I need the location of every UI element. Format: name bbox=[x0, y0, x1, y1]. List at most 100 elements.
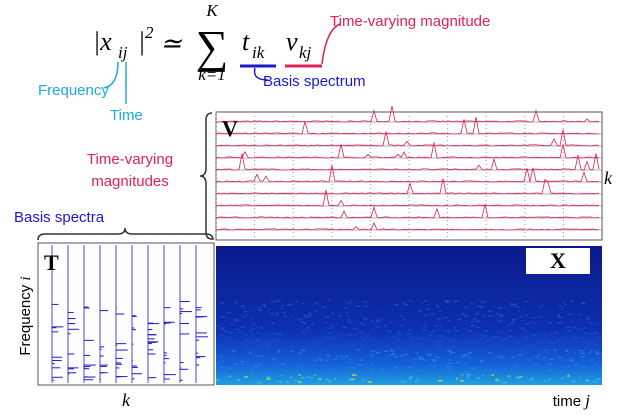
x-cell bbox=[573, 335, 576, 337]
x-cell bbox=[421, 328, 427, 331]
x-cell bbox=[572, 360, 574, 363]
x-cell bbox=[280, 374, 283, 377]
x-cell bbox=[534, 348, 538, 350]
x-cell bbox=[448, 348, 454, 351]
x-cell bbox=[351, 343, 355, 346]
x-cell bbox=[257, 354, 260, 357]
x-cell bbox=[386, 356, 388, 359]
x-cell bbox=[333, 343, 336, 346]
x-cell bbox=[319, 359, 322, 361]
x-cell bbox=[511, 318, 517, 321]
x-cell bbox=[436, 305, 440, 308]
x-cell bbox=[396, 346, 400, 349]
x-cell bbox=[517, 372, 520, 374]
x-cell bbox=[515, 339, 518, 341]
x-cell bbox=[588, 351, 591, 354]
x-cell bbox=[370, 363, 373, 365]
x-cell bbox=[280, 308, 283, 310]
annotation: Time bbox=[110, 107, 143, 124]
x-cell bbox=[481, 374, 485, 377]
x-cell bbox=[465, 372, 470, 374]
x-cell bbox=[297, 365, 301, 367]
x-cell bbox=[502, 355, 504, 357]
x-cell bbox=[480, 338, 482, 340]
x-cell bbox=[389, 348, 394, 350]
x-cell bbox=[427, 353, 432, 355]
x-cell bbox=[391, 309, 394, 311]
pointer-i bbox=[103, 61, 119, 89]
x-cell bbox=[315, 342, 317, 344]
x-cell bbox=[300, 325, 303, 327]
x-cell bbox=[557, 340, 560, 342]
x-cell bbox=[268, 369, 271, 371]
x-cell bbox=[373, 370, 376, 373]
x-cell bbox=[518, 347, 520, 349]
x-cell bbox=[510, 322, 515, 324]
x-cell bbox=[240, 326, 245, 329]
x-cell bbox=[233, 350, 236, 353]
x-cell bbox=[445, 364, 449, 367]
x-cell bbox=[549, 311, 552, 313]
x-cell bbox=[400, 380, 406, 383]
x-cell bbox=[497, 344, 501, 346]
x-cell bbox=[371, 338, 376, 341]
x-cell bbox=[486, 340, 489, 342]
formula-t: t bbox=[242, 27, 250, 56]
x-cell bbox=[262, 304, 267, 306]
x-cell bbox=[244, 334, 248, 336]
x-cell bbox=[448, 346, 450, 348]
x-cell bbox=[416, 377, 419, 380]
x-cell bbox=[520, 376, 523, 378]
x-cell bbox=[370, 350, 376, 353]
caption: Basis spectra bbox=[14, 209, 105, 226]
x-cell bbox=[539, 306, 543, 308]
x-cell bbox=[318, 378, 322, 380]
x-cell bbox=[429, 331, 434, 333]
x-cell bbox=[302, 322, 307, 324]
x-cell bbox=[406, 333, 411, 335]
x-cell bbox=[455, 355, 457, 358]
x-cell bbox=[558, 305, 563, 307]
x-cell bbox=[590, 350, 592, 352]
x-cell bbox=[567, 330, 571, 332]
x-cell bbox=[560, 338, 564, 341]
x-cell bbox=[460, 380, 465, 382]
x-cell bbox=[471, 342, 475, 345]
x-cell bbox=[369, 306, 371, 308]
formula-bar: | bbox=[138, 27, 145, 56]
x-cell bbox=[579, 352, 585, 354]
x-cell bbox=[571, 320, 573, 322]
x-cell bbox=[418, 337, 422, 340]
x-cell bbox=[290, 376, 292, 379]
x-cell bbox=[432, 361, 435, 363]
x-cell bbox=[438, 379, 443, 382]
x-cell bbox=[367, 381, 372, 383]
x-cell bbox=[580, 341, 585, 343]
x-cell bbox=[244, 376, 249, 378]
x-cell bbox=[367, 339, 372, 341]
panel-label: X bbox=[550, 248, 566, 273]
x-cell bbox=[525, 335, 529, 338]
x-cell bbox=[329, 338, 333, 340]
x-cell bbox=[296, 301, 299, 303]
x-cell bbox=[244, 310, 248, 313]
x-cell bbox=[287, 304, 292, 306]
x-cell bbox=[394, 303, 398, 306]
x-cell bbox=[236, 369, 239, 372]
x-cell bbox=[324, 322, 328, 324]
x-cell bbox=[422, 325, 427, 328]
x-cell bbox=[497, 307, 503, 309]
x-cell bbox=[573, 351, 576, 354]
x-cell bbox=[389, 354, 394, 356]
x-cell bbox=[425, 308, 430, 310]
brace bbox=[199, 112, 213, 240]
x-cell bbox=[331, 368, 336, 371]
x-cell bbox=[289, 300, 291, 303]
x-cell bbox=[312, 343, 314, 346]
x-cell bbox=[336, 372, 338, 375]
x-cell bbox=[525, 314, 528, 316]
x-cell bbox=[300, 377, 305, 379]
x-cell bbox=[532, 334, 537, 337]
x-cell bbox=[579, 376, 581, 378]
x-cell bbox=[351, 344, 357, 347]
